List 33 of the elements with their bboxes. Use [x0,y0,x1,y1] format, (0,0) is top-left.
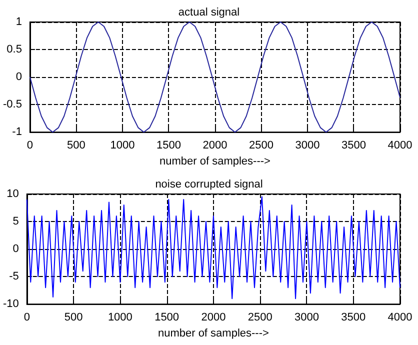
x-tick-label: 500 [64,312,83,324]
x-tick-label: 2000 [202,140,228,152]
x-tick-label: 1000 [110,140,135,152]
x-tick-label: 3500 [341,312,366,324]
y-tick-label: -5 [9,270,19,283]
chart-title: actual signal [178,6,240,18]
x-tick-label: 3000 [295,140,320,152]
chart-title: noise corrupted signal [155,178,263,190]
x-tick-label: 2500 [248,312,272,324]
y-tick-label: 5 [12,216,19,228]
x-tick-label: 1500 [156,140,181,152]
x-tick-label: 1000 [108,312,132,324]
x-tick-label: 3000 [294,312,319,324]
y-tick-label: -1 [12,126,22,138]
x-axis-title: number of samples---> [159,156,270,168]
y-tick-label: 1 [16,16,22,28]
y-tick-label: 10 [6,188,19,200]
x-tick-label: 3500 [342,140,366,152]
y-tick-label: -0.5 [2,98,22,111]
x-tick-label: 0 [26,140,34,152]
x-tick-label: 2000 [201,312,226,324]
x-tick-label: 500 [67,140,86,152]
y-tick-label: 0.5 [6,44,22,56]
x-tick-label: 1500 [154,312,180,324]
x-tick-label: 4000 [388,312,412,324]
x-tick-label: 2500 [248,140,274,152]
y-tick-label: 0 [12,243,19,256]
x-tick-label: 0 [24,312,30,324]
y-tick-label: -10 [2,298,19,310]
line-series [29,22,400,133]
x-axis-title: number of samples---> [158,328,269,340]
y-tick-label: 0 [16,71,22,84]
x-tick-label: 4000 [388,140,412,152]
